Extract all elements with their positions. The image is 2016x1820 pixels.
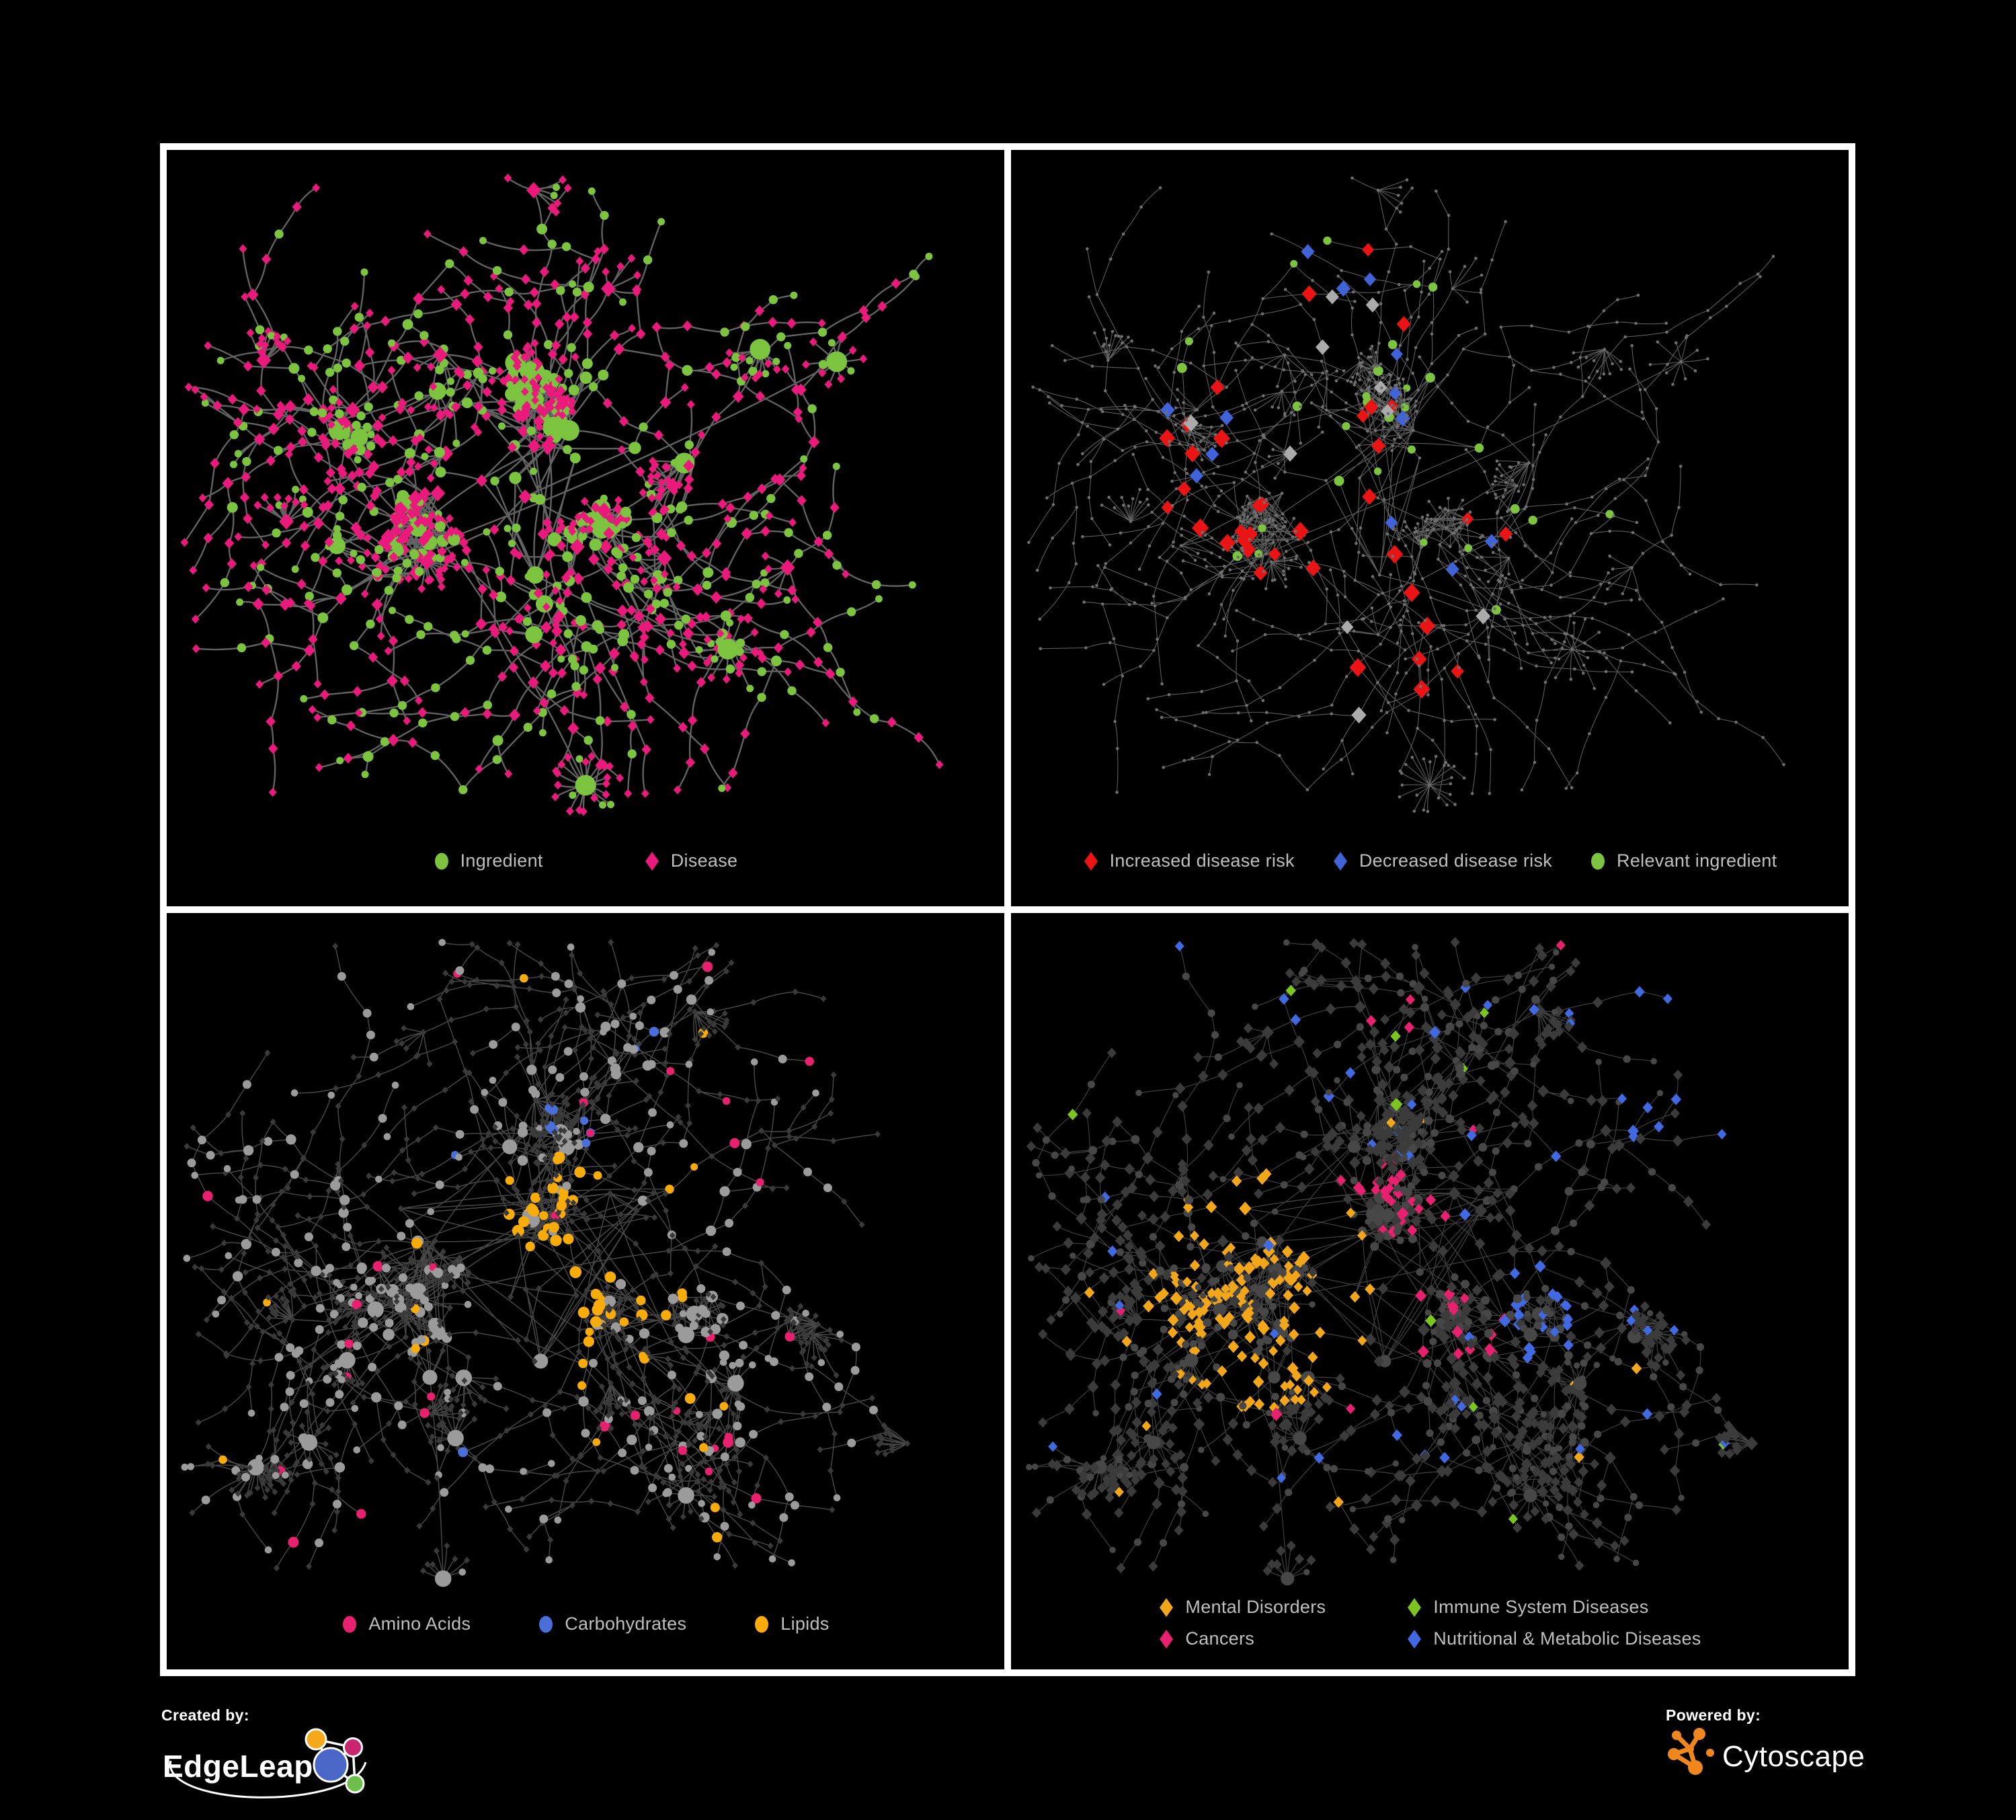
- edgeleap-blue-node: [313, 1747, 349, 1783]
- legend-label: Mental Disorders: [1185, 1597, 1326, 1617]
- disease-risk-network-graph: [1027, 176, 1785, 814]
- powered-by-label: Powered by:: [1666, 1706, 1761, 1724]
- disease-risk-legend: Increased disease risk Decreased disease…: [1011, 850, 1849, 871]
- created-by-label: Created by:: [161, 1706, 249, 1724]
- relevant-ingredient-circle-icon: [1590, 851, 1606, 871]
- edgeleap-logo: EdgeLeap: [163, 1728, 367, 1798]
- edgeleap-green-node: [345, 1774, 365, 1794]
- lipids-circle-icon: [754, 1614, 770, 1634]
- edgeleap-credit: Created by: EdgeLeap: [161, 1706, 383, 1810]
- legend-item-decreased-risk: Decreased disease risk: [1332, 850, 1552, 871]
- legend-item-cancers: Cancers: [1158, 1628, 1326, 1649]
- disease-classes-legend: Mental Disorders Immune System Diseases …: [1011, 1597, 1849, 1649]
- legend-item-immune-diseases: Immune System Diseases: [1406, 1597, 1701, 1618]
- legend-label: Lipids: [780, 1614, 830, 1634]
- legend-label: Relevant ingredient: [1617, 850, 1777, 871]
- cytoscape-icon-nodes: [1668, 1728, 1714, 1775]
- legend-item-disease: Disease: [644, 850, 738, 871]
- nutrient-classes-legend: Amino Acids Carbohydrates Lipids: [167, 1614, 1004, 1634]
- legend-item-nutritional-metabolic: Nutritional & Metabolic Diseases: [1406, 1628, 1701, 1649]
- carbohydrates-circle-icon: [538, 1614, 554, 1634]
- edgeleap-wordmark: EdgeLeap: [163, 1749, 313, 1784]
- legend-item-carbohydrates: Carbohydrates: [538, 1614, 686, 1634]
- legend-item-relevant-ingredient: Relevant ingredient: [1590, 850, 1777, 871]
- nutritional-metabolic-diamond-icon: [1406, 1629, 1422, 1649]
- legend-item-mental-disorders: Mental Disorders: [1158, 1597, 1326, 1618]
- immune-diseases-diamond-icon: [1406, 1597, 1422, 1618]
- mental-disorders-diamond-icon: [1158, 1597, 1174, 1618]
- legend-label: Immune System Diseases: [1433, 1597, 1649, 1617]
- legend-label: Increased disease risk: [1109, 850, 1295, 871]
- ingredient-circle-icon: [434, 851, 450, 871]
- legend-label: Amino Acids: [368, 1614, 471, 1634]
- legend-label: Nutritional & Metabolic Diseases: [1433, 1628, 1701, 1649]
- cytoscape-credit: Powered by: Cytoscape: [1666, 1706, 1921, 1790]
- legend-item-lipids: Lipids: [754, 1614, 829, 1634]
- legend-label: Disease: [670, 850, 738, 871]
- nutrient-classes-network-graph: [181, 939, 911, 1587]
- decreased-risk-diamond-icon: [1332, 851, 1348, 871]
- cancers-diamond-icon: [1158, 1629, 1174, 1649]
- amino-acids-circle-icon: [341, 1614, 358, 1634]
- legend-label: Ingredient: [460, 850, 543, 871]
- edgeleap-orange-node: [305, 1728, 327, 1751]
- legend-item-increased-risk: Increased disease risk: [1083, 850, 1295, 871]
- disease-diamond-icon: [644, 851, 660, 871]
- legend-label: Decreased disease risk: [1359, 850, 1553, 871]
- legend-label: Cancers: [1185, 1628, 1255, 1649]
- panel-ingredient-disease: Ingredient Disease: [167, 150, 1004, 906]
- edgeleap-magenta-node: [343, 1737, 363, 1757]
- cytoscape-wordmark: Cytoscape: [1722, 1740, 1865, 1773]
- panel-nutrient-classes: Amino Acids Carbohydrates Lipids: [167, 913, 1004, 1669]
- legend-item-amino-acids: Amino Acids: [341, 1614, 471, 1634]
- legend-label: Carbohydrates: [565, 1614, 687, 1634]
- cytoscape-logo: Cytoscape: [1668, 1728, 1865, 1775]
- panel-disease-classes: Mental Disorders Immune System Diseases …: [1011, 913, 1849, 1669]
- edgeleap-glyph-nodes: [305, 1728, 365, 1794]
- ingredient-disease-network-graph: [180, 173, 944, 816]
- legend-item-ingredient: Ingredient: [434, 850, 543, 871]
- disease-classes-network-graph: [1026, 937, 1758, 1586]
- panel-disease-risk: Increased disease risk Decreased disease…: [1011, 150, 1849, 906]
- increased-risk-diamond-icon: [1083, 851, 1099, 871]
- ingredient-disease-legend: Ingredient Disease: [167, 850, 1004, 871]
- panel-grid: Ingredient Disease Increased disease ris…: [160, 143, 1855, 1676]
